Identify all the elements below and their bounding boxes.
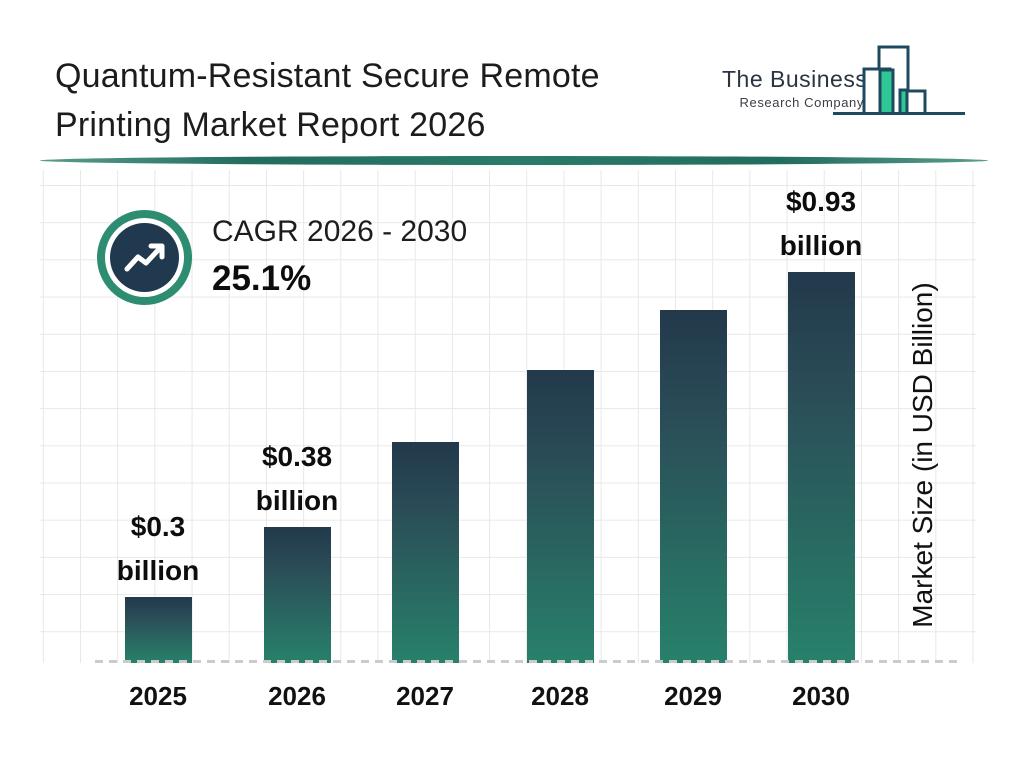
bar-2029	[659, 310, 727, 663]
page-title: Quantum-Resistant Secure Remote Printing…	[55, 52, 600, 150]
year-label-2030: 2030	[792, 681, 850, 711]
year-label-2026: 2026	[268, 681, 326, 711]
bar-2028	[526, 370, 594, 663]
cagr-badge	[97, 210, 192, 305]
year-label-2025: 2025	[129, 681, 187, 711]
bar-2030	[787, 272, 855, 663]
x-axis-baseline	[95, 660, 963, 663]
bar-2025	[124, 597, 192, 663]
page-title-line1: Quantum-Resistant Secure Remote	[55, 57, 600, 95]
company-logo-name: The Business	[722, 66, 868, 92]
year-label-2028: 2028	[531, 681, 589, 711]
bar-2027	[391, 442, 459, 663]
bar-2026	[263, 527, 331, 663]
page-title-line2: Printing Market Report 2026	[55, 106, 486, 144]
company-logo-text: The Business Research Company	[722, 66, 868, 110]
cagr-text-block: CAGR 2026 - 2030 25.1%	[212, 215, 467, 299]
y-axis-label: Market Size (in USD Billion)	[907, 282, 938, 628]
cagr-badge-inner-circle	[110, 223, 179, 292]
bar-chart-logo-icon	[833, 45, 965, 115]
cagr-value: 25.1%	[212, 259, 312, 298]
company-logo-subname: Research Company	[739, 95, 864, 110]
title-separator-line	[40, 156, 988, 165]
trending-up-icon	[124, 243, 164, 271]
cagr-label: CAGR 2026 - 2030	[212, 215, 468, 248]
bar-value-label-2026: $0.38 billion	[255, 441, 339, 516]
year-label-2029: 2029	[664, 681, 722, 711]
year-label-2027: 2027	[396, 681, 454, 711]
bar-value-label-2030: $0.93 billion	[779, 186, 863, 261]
cagr-badge-white-ring	[105, 218, 184, 297]
bar-value-label-2025: $0.3 billion	[116, 511, 200, 586]
